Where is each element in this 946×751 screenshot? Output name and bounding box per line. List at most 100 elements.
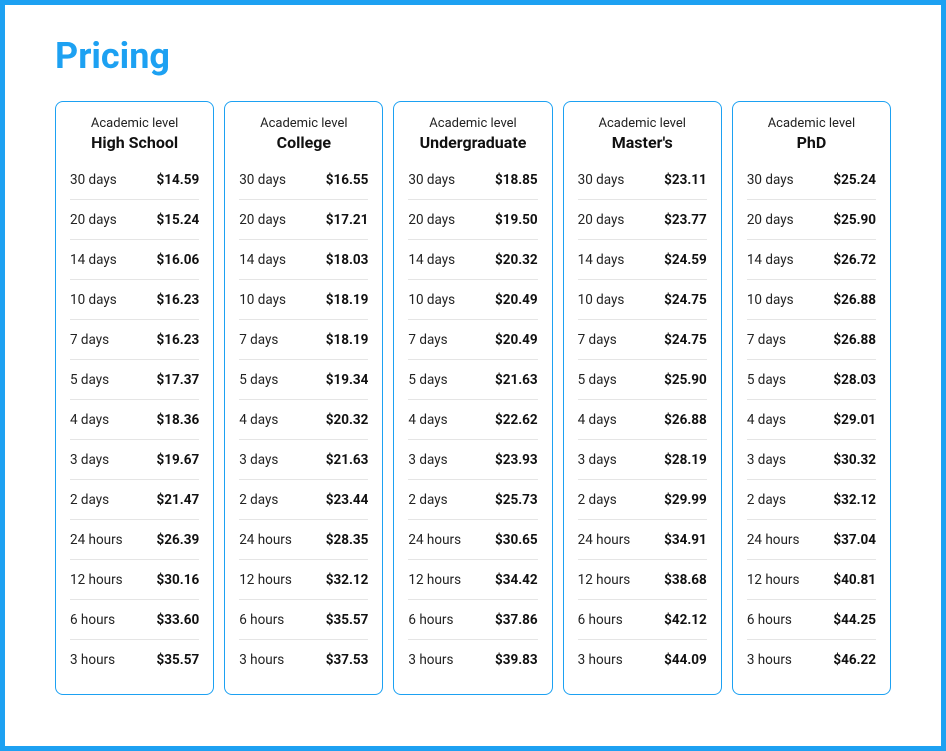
price-value: $26.88	[833, 332, 876, 348]
price-value: $42.12	[664, 612, 707, 628]
price-row: 4 days$26.88	[578, 400, 707, 440]
price-value: $33.60	[157, 612, 200, 628]
deadline-label: 3 hours	[239, 652, 284, 668]
price-row: 3 days $21.63	[239, 440, 368, 480]
price-row: 3 days$30.32	[747, 440, 876, 480]
price-row: 7 days $24.75	[578, 320, 707, 360]
deadline-label: 10 days	[578, 292, 625, 308]
deadline-label: 30 days	[239, 172, 286, 188]
price-row: 12 hours$40.81	[747, 560, 876, 600]
price-value: $35.57	[326, 612, 369, 628]
price-row: 3 hours$46.22	[747, 640, 876, 680]
price-value: $17.21	[326, 212, 369, 228]
price-row: 7 days$18.19	[239, 320, 368, 360]
deadline-label: 2 days	[239, 492, 278, 508]
price-value: $34.42	[495, 572, 538, 588]
deadline-label: 10 days	[239, 292, 286, 308]
price-row: 3 hours $37.53	[239, 640, 368, 680]
price-row: 14 days$26.72	[747, 240, 876, 280]
price-value: $16.23	[157, 292, 200, 308]
price-value: $35.57	[157, 652, 200, 668]
price-value: $30.32	[833, 452, 876, 468]
pricing-card: Academic levelCollege30 days$16.5520 day…	[224, 101, 383, 695]
price-value: $32.12	[833, 492, 876, 508]
deadline-label: 10 days	[70, 292, 117, 308]
deadline-label: 14 days	[70, 252, 117, 268]
price-value: $28.03	[833, 372, 876, 388]
price-row: 30 days$14.59	[70, 160, 199, 200]
price-value: $24.59	[664, 252, 707, 268]
price-row: 7 days $26.88	[747, 320, 876, 360]
price-row: 10 days $16.23	[70, 280, 199, 320]
price-value: $20.32	[495, 252, 538, 268]
price-value: $21.63	[495, 372, 538, 388]
deadline-label: 3 days	[408, 452, 447, 468]
price-row: 2 days$25.73	[408, 480, 537, 520]
price-row: 4 days$29.01	[747, 400, 876, 440]
deadline-label: 6 hours	[239, 612, 284, 628]
price-row: 3 days$28.19	[578, 440, 707, 480]
price-value: $14.59	[157, 172, 200, 188]
deadline-label: 7 days	[578, 332, 617, 348]
price-row: 5 days$21.63	[408, 360, 537, 400]
price-row: 14 days $20.32	[408, 240, 537, 280]
price-row: 3 days$23.93	[408, 440, 537, 480]
deadline-label: 6 hours	[408, 612, 453, 628]
price-value: $18.03	[326, 252, 369, 268]
pricing-frame: Pricing Academic levelHigh School30 days…	[0, 0, 946, 751]
price-value: $24.75	[664, 332, 707, 348]
page-title: Pricing	[55, 35, 891, 77]
price-value: $18.19	[326, 292, 369, 308]
price-row: 24 hours$28.35	[239, 520, 368, 560]
price-value: $29.01	[833, 412, 876, 428]
deadline-label: 30 days	[578, 172, 625, 188]
price-row: 3 hours$39.83	[408, 640, 537, 680]
price-value: $24.75	[664, 292, 707, 308]
deadline-label: 4 days	[70, 412, 109, 428]
price-row: 3 days$19.67	[70, 440, 199, 480]
price-value: $26.39	[157, 532, 200, 548]
price-value: $21.47	[157, 492, 200, 508]
price-row: 14 days$24.59	[578, 240, 707, 280]
price-row: 20 days$23.77	[578, 200, 707, 240]
deadline-label: 14 days	[747, 252, 794, 268]
pricing-card: Academic levelUndergraduate30 days$18.85…	[393, 101, 552, 695]
deadline-label: 7 days	[239, 332, 278, 348]
deadline-label: 5 days	[578, 372, 617, 388]
price-row: 6 hours $35.57	[239, 600, 368, 640]
price-value: $25.73	[495, 492, 538, 508]
deadline-label: 30 days	[747, 172, 794, 188]
price-value: $20.32	[326, 412, 369, 428]
price-row: 20 days$15.24	[70, 200, 199, 240]
academic-level-label: Academic level	[408, 116, 537, 131]
deadline-label: 2 days	[747, 492, 786, 508]
price-value: $22.62	[495, 412, 538, 428]
price-value: $25.90	[664, 372, 707, 388]
price-value: $16.23	[157, 332, 200, 348]
academic-level-name: PhD	[747, 133, 876, 152]
deadline-label: 14 days	[408, 252, 455, 268]
deadline-label: 12 hours	[239, 572, 292, 588]
price-value: $26.88	[833, 292, 876, 308]
academic-level-name: College	[239, 133, 368, 152]
price-value: $16.55	[326, 172, 369, 188]
deadline-label: 4 days	[408, 412, 447, 428]
deadline-label: 24 hours	[239, 532, 292, 548]
price-row: 7 days$16.23	[70, 320, 199, 360]
price-value: $15.24	[157, 212, 200, 228]
deadline-label: 24 hours	[747, 532, 800, 548]
deadline-label: 3 days	[239, 452, 278, 468]
price-row: 7 days$20.49	[408, 320, 537, 360]
price-value: $37.04	[833, 532, 876, 548]
price-value: $21.63	[326, 452, 369, 468]
deadline-label: 14 days	[239, 252, 286, 268]
deadline-label: 12 hours	[70, 572, 123, 588]
price-value: $40.81	[833, 572, 876, 588]
deadline-label: 7 days	[747, 332, 786, 348]
price-value: $18.85	[495, 172, 538, 188]
price-row: 24 hours $37.04	[747, 520, 876, 560]
price-value: $37.53	[326, 652, 369, 668]
deadline-label: 10 days	[408, 292, 455, 308]
price-value: $19.50	[495, 212, 538, 228]
price-row: 12 hours$34.42	[408, 560, 537, 600]
